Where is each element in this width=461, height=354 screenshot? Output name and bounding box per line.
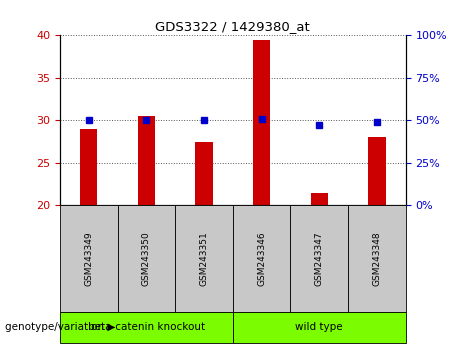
Text: GSM243346: GSM243346: [257, 231, 266, 286]
Text: GSM243350: GSM243350: [142, 231, 151, 286]
Text: GSM243347: GSM243347: [315, 231, 324, 286]
Bar: [195, 142, 213, 205]
Bar: [138, 116, 155, 205]
Text: GSM243351: GSM243351: [200, 231, 208, 286]
Text: beta-catenin knockout: beta-catenin knockout: [88, 322, 205, 332]
Bar: [253, 40, 270, 205]
Title: GDS3322 / 1429380_at: GDS3322 / 1429380_at: [155, 20, 310, 33]
Text: GSM243349: GSM243349: [84, 231, 93, 286]
Bar: [311, 193, 328, 205]
Text: genotype/variation ▶: genotype/variation ▶: [5, 322, 115, 332]
Bar: [368, 137, 385, 205]
Bar: [80, 129, 97, 205]
Text: wild type: wild type: [296, 322, 343, 332]
Text: GSM243348: GSM243348: [372, 231, 381, 286]
